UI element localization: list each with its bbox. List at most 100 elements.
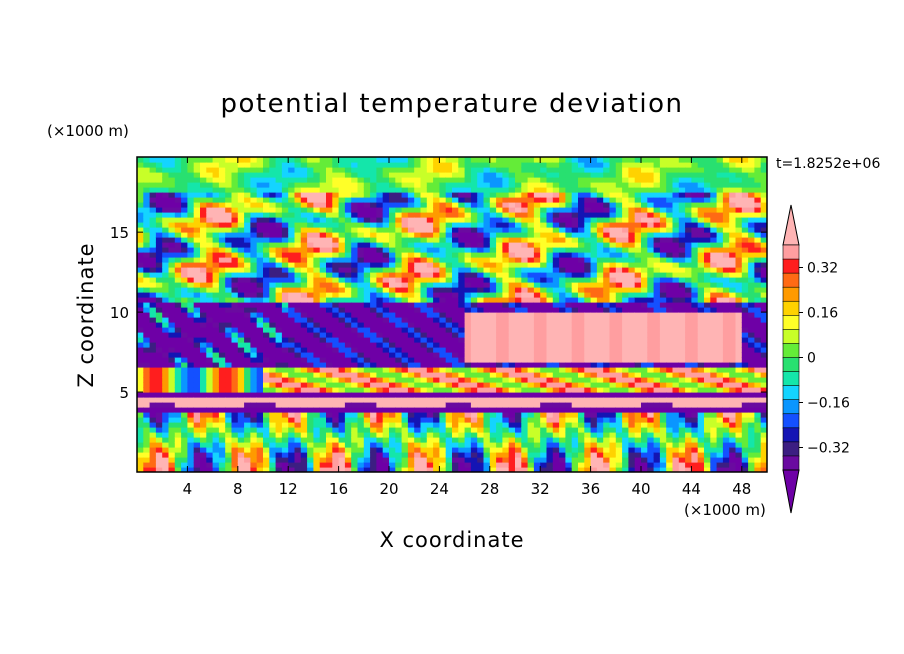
field-cell (628, 172, 636, 178)
field-cell (521, 272, 529, 278)
field-cell (533, 257, 541, 263)
field-cell (389, 307, 396, 313)
field-cell (281, 247, 289, 253)
field-cell (584, 392, 592, 398)
field-cell (288, 412, 296, 418)
field-cell (244, 417, 251, 423)
field-cell (552, 412, 560, 418)
field-cell (250, 172, 258, 178)
field-cell (540, 397, 548, 403)
field-cell (269, 337, 277, 343)
field-cell (615, 312, 623, 318)
field-cell (206, 232, 214, 238)
field-cell (174, 332, 182, 338)
field-cell (533, 322, 541, 328)
field-cell (571, 407, 579, 413)
field-cell (332, 367, 340, 373)
field-cell (250, 232, 258, 238)
field-cell (344, 292, 352, 298)
field-cell (533, 397, 541, 403)
field-cell (622, 452, 629, 458)
field-cell (470, 372, 478, 378)
field-cell (420, 282, 428, 288)
field-cell (407, 337, 415, 343)
field-cell (527, 367, 535, 373)
field-cell (313, 307, 321, 313)
field-cell (414, 277, 422, 283)
field-cell (414, 412, 422, 418)
field-cell (338, 257, 346, 263)
field-cell (294, 332, 302, 338)
field-cell (565, 422, 573, 428)
field-cell (521, 367, 529, 373)
field-cell (395, 457, 403, 463)
field-cell (200, 457, 207, 463)
field-cell (256, 207, 264, 213)
field-cell (319, 207, 327, 213)
field-cell (515, 257, 522, 263)
field-cell (521, 187, 529, 193)
field-cell (603, 292, 611, 298)
field-cell (401, 397, 409, 403)
field-cell (584, 192, 592, 198)
field-cell (445, 382, 453, 388)
field-cell (332, 272, 340, 278)
field-cell (382, 157, 390, 163)
field-cell (326, 337, 333, 343)
field-cell (407, 162, 415, 168)
field-cell (382, 312, 390, 318)
field-cell (281, 437, 289, 443)
field-cell (193, 372, 201, 378)
field-cell (515, 197, 522, 203)
field-cell (426, 347, 434, 353)
field-cell (155, 362, 163, 368)
field-cell (326, 317, 333, 323)
field-cell (363, 177, 371, 183)
field-cell (584, 227, 592, 233)
field-cell (414, 407, 422, 413)
field-cell (155, 312, 163, 318)
field-cell (470, 317, 478, 323)
field-cell (294, 267, 302, 273)
field-cell (294, 212, 302, 218)
field-cell (489, 367, 497, 373)
field-cell (496, 437, 503, 443)
field-cell (206, 362, 214, 368)
field-cell (603, 242, 611, 248)
field-cell (552, 327, 560, 333)
field-cell (155, 292, 163, 298)
field-cell (237, 447, 245, 453)
field-cell (521, 257, 529, 263)
field-cell (193, 322, 201, 328)
field-cell (174, 402, 182, 408)
field-cell (414, 302, 422, 308)
field-cell (433, 387, 440, 393)
field-cell (578, 297, 585, 303)
field-cell (483, 362, 491, 368)
field-cell (137, 192, 144, 198)
field-cell (426, 157, 434, 163)
field-cell (143, 447, 151, 453)
field-cell (609, 342, 617, 348)
field-cell (149, 162, 157, 168)
field-cell (137, 367, 144, 373)
field-cell (395, 162, 403, 168)
field-cell (275, 157, 283, 163)
field-cell (596, 417, 604, 423)
field-cell (143, 197, 151, 203)
field-cell (470, 312, 478, 318)
field-cell (313, 237, 321, 243)
field-cell (458, 452, 466, 458)
field-cell (294, 292, 302, 298)
field-cell (332, 332, 340, 338)
field-cell (502, 232, 510, 238)
field-cell (628, 257, 636, 263)
field-cell (414, 447, 422, 453)
field-cell (326, 367, 333, 373)
field-cell (225, 217, 233, 223)
field-cell (275, 202, 283, 208)
field-cell (470, 212, 478, 218)
field-cell (332, 452, 340, 458)
field-cell (389, 257, 396, 263)
field-cell (225, 177, 233, 183)
